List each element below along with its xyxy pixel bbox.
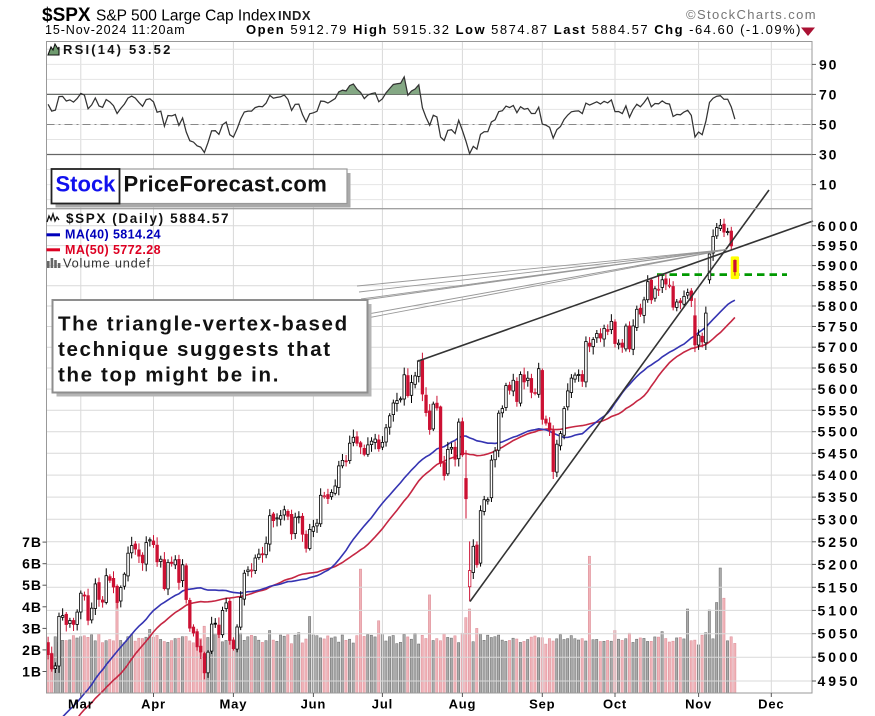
svg-text:PriceForecast.com: PriceForecast.com bbox=[124, 172, 328, 197]
svg-text:5200: 5200 bbox=[818, 556, 861, 572]
svg-text:4B: 4B bbox=[22, 599, 42, 615]
svg-text:Jul: Jul bbox=[372, 697, 393, 712]
svg-text:The triangle-vertex-based: The triangle-vertex-based bbox=[58, 313, 349, 336]
svg-text:5000: 5000 bbox=[818, 649, 861, 665]
svg-text:5900: 5900 bbox=[818, 258, 861, 274]
svg-text:5350: 5350 bbox=[818, 489, 861, 505]
svg-text:$SPX: $SPX bbox=[42, 5, 91, 26]
svg-text:Dec: Dec bbox=[758, 697, 784, 712]
svg-text:7B: 7B bbox=[22, 534, 42, 550]
svg-text:MA(50) 5772.28: MA(50) 5772.28 bbox=[65, 243, 161, 257]
svg-text:RSI(14) 53.52: RSI(14) 53.52 bbox=[63, 42, 173, 57]
svg-text:5300: 5300 bbox=[818, 511, 861, 527]
svg-text:Nov: Nov bbox=[685, 697, 712, 712]
svg-text:Apr: Apr bbox=[141, 697, 166, 712]
svg-text:5450: 5450 bbox=[818, 445, 861, 461]
svg-text:70: 70 bbox=[819, 86, 838, 102]
svg-text:5400: 5400 bbox=[818, 467, 861, 483]
svg-text:5250: 5250 bbox=[818, 534, 861, 550]
svg-text:May: May bbox=[220, 697, 248, 712]
svg-text:INDX: INDX bbox=[278, 8, 311, 23]
svg-text:5850: 5850 bbox=[818, 278, 861, 294]
svg-text:30: 30 bbox=[819, 147, 838, 163]
svg-text:1B: 1B bbox=[22, 664, 42, 680]
svg-text:technique suggests that: technique suggests that bbox=[58, 338, 332, 361]
svg-text:Oct: Oct bbox=[603, 697, 627, 712]
svg-text:4950: 4950 bbox=[818, 673, 861, 689]
svg-text:Open 5912.79 High 5915.32 Low: Open 5912.79 High 5915.32 Low 5874.87 La… bbox=[246, 22, 802, 37]
svg-text:S&P 500 Large Cap Index: S&P 500 Large Cap Index bbox=[96, 8, 276, 25]
svg-text:6000: 6000 bbox=[818, 218, 861, 234]
svg-text:MA(40) 5814.24: MA(40) 5814.24 bbox=[65, 228, 161, 242]
svg-text:5800: 5800 bbox=[818, 298, 861, 314]
svg-text:90: 90 bbox=[819, 56, 838, 72]
svg-text:10: 10 bbox=[819, 177, 838, 193]
svg-text:©StockCharts.com: ©StockCharts.com bbox=[686, 7, 817, 22]
svg-text:50: 50 bbox=[819, 116, 838, 132]
svg-text:5100: 5100 bbox=[818, 602, 861, 618]
svg-text:Volume undef: Volume undef bbox=[63, 255, 151, 270]
svg-text:$SPX (Daily) 5884.57: $SPX (Daily) 5884.57 bbox=[66, 211, 230, 226]
svg-text:5700: 5700 bbox=[818, 339, 861, 355]
svg-text:Mar: Mar bbox=[68, 697, 94, 712]
svg-text:6B: 6B bbox=[22, 556, 42, 572]
svg-text:5500: 5500 bbox=[818, 424, 861, 440]
svg-text:5650: 5650 bbox=[818, 360, 861, 376]
svg-text:5600: 5600 bbox=[818, 381, 861, 397]
svg-text:5B: 5B bbox=[22, 577, 42, 593]
svg-text:the top might be in.: the top might be in. bbox=[58, 364, 280, 387]
svg-text:5550: 5550 bbox=[818, 402, 861, 418]
svg-text:5950: 5950 bbox=[818, 238, 861, 254]
svg-text:5150: 5150 bbox=[818, 579, 861, 595]
svg-text:Aug: Aug bbox=[449, 697, 477, 712]
svg-text:2B: 2B bbox=[22, 642, 42, 658]
svg-text:3B: 3B bbox=[22, 620, 42, 636]
svg-text:5750: 5750 bbox=[818, 319, 861, 335]
svg-text:Sep: Sep bbox=[529, 697, 555, 712]
svg-text:Jun: Jun bbox=[301, 697, 327, 712]
svg-text:5050: 5050 bbox=[818, 626, 861, 642]
svg-text:15-Nov-2024 11:20am: 15-Nov-2024 11:20am bbox=[45, 23, 186, 37]
svg-text:Stock: Stock bbox=[56, 172, 117, 197]
